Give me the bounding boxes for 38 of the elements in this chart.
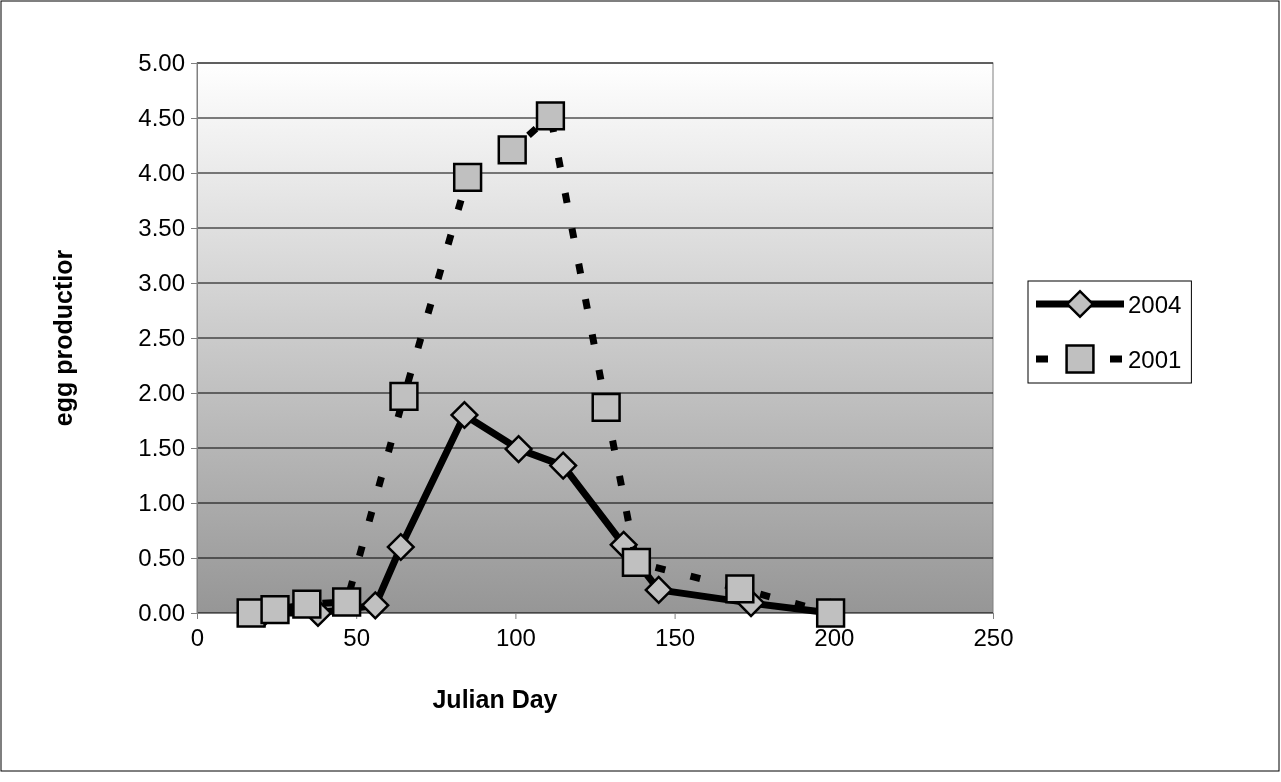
x-tick-label: 50 [343,624,371,652]
x-tick-label: 250 [973,624,1014,652]
y-tick-label: 3.50 [138,214,185,242]
point [389,381,419,411]
y-tick-label: 2.50 [138,324,185,352]
y-tick-label: 3.00 [138,269,185,297]
point [549,451,578,480]
point [504,435,533,464]
y-tick-label: 1.50 [138,434,185,462]
y-axis-title: egg productior [49,249,77,427]
y-tick-label: 4.00 [138,159,185,187]
x-axis-title: Julian Day [432,685,558,713]
y-tick-label: 2.00 [138,379,185,407]
x-tick-label: 0 [190,624,205,652]
point [452,162,483,193]
x-tick-label: 150 [655,624,696,652]
x-tick-label: 200 [814,624,855,652]
y-tick-label: 0.50 [138,544,185,572]
point [535,101,566,131]
legend-label: 2001 [1128,346,1182,373]
point [292,589,322,619]
point [361,591,390,620]
point [591,392,621,422]
y-tick-label: 1.00 [138,489,185,517]
point [621,547,652,578]
x-tick-label: 100 [495,624,536,652]
y-tick-label: 5.00 [138,49,185,77]
y-tick-label: 0.00 [138,599,185,627]
point [497,135,527,165]
point [815,598,846,628]
point [386,532,415,562]
point [725,574,755,604]
legend-label: 2004 [1128,291,1182,318]
point [450,400,479,430]
point [260,595,290,625]
point [331,587,362,617]
y-tick-label: 4.50 [138,104,185,132]
point [644,575,673,604]
